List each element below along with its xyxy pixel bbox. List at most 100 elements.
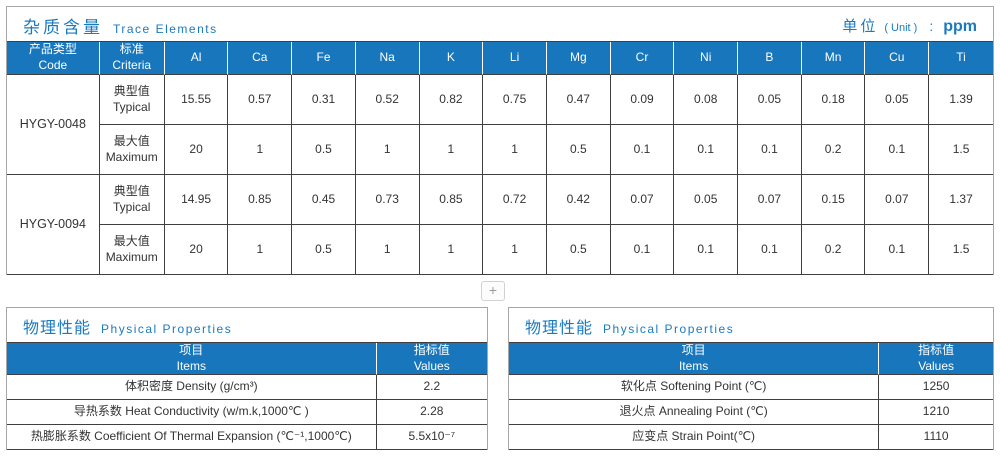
col-header-criteria-en: Criteria	[112, 58, 152, 72]
value-cell: 1	[355, 225, 420, 275]
product-code-cell: HYGY-0094	[7, 175, 100, 275]
value-cell: 14.95	[164, 175, 229, 225]
col-header-criteria: 标准 Criteria	[99, 42, 165, 75]
value-cell: 1	[419, 125, 484, 175]
unit-label-en: ( Unit )	[884, 21, 918, 34]
physical-right-title-en: Physical Properties	[603, 322, 735, 336]
element-col-header-al: Al	[164, 42, 229, 75]
value-cell: 0.45	[292, 175, 356, 225]
items-col-header-cn: 项目	[179, 343, 204, 357]
physical-properties-left-panel: 物理性能 Physical Properties 项目 Items 指标值 Va…	[6, 307, 488, 451]
value-cell: 0.85	[228, 175, 293, 225]
element-col-header-fe: Fe	[292, 42, 356, 75]
property-row: 体积密度 Density (g/cm³) 2.2	[7, 375, 487, 401]
value-cell: 1.5	[929, 225, 993, 275]
property-value-cell: 1110	[879, 425, 993, 451]
element-col-header-cu: Cu	[865, 42, 930, 75]
value-cell: 1	[483, 125, 547, 175]
table-row-0094-maximum: 最大值 Maximum 20 1 0.5 1 1 1 0.5 0.1 0.1 0…	[7, 225, 993, 275]
physical-right-header-row: 项目 Items 指标值 Values	[509, 343, 993, 376]
criteria-cn: 典型值	[113, 183, 150, 198]
element-col-header-b: B	[738, 42, 802, 75]
criteria-en: Typical	[113, 199, 151, 214]
value-cell: 1	[228, 125, 293, 175]
values-col-header-cn: 指标值	[918, 343, 955, 357]
physical-left-titlebar: 物理性能 Physical Properties	[7, 308, 487, 342]
col-header-code-en: Code	[38, 58, 68, 72]
value-cell: 0.1	[865, 125, 930, 175]
criteria-en: Typical	[113, 99, 151, 114]
physical-right-table: 项目 Items 指标值 Values 软化点 Softening Point …	[509, 342, 993, 451]
value-cell: 0.5	[546, 125, 611, 175]
physical-left-table: 项目 Items 指标值 Values 体积密度 Density (g/cm³)…	[7, 342, 487, 451]
value-cell: 0.5	[292, 225, 356, 275]
value-cell: 0.07	[865, 175, 930, 225]
table-row-0048-maximum: 最大值 Maximum 20 1 0.5 1 1 1 0.5 0.1 0.1 0…	[7, 125, 993, 175]
element-col-header-ca: Ca	[228, 42, 293, 75]
value-cell: 1	[228, 225, 293, 275]
physical-left-title-en: Physical Properties	[101, 322, 233, 336]
physical-left-title-group: 物理性能 Physical Properties	[23, 314, 232, 338]
unit-group: 单位 ( Unit ) : ppm	[842, 15, 977, 36]
physical-left-title-cn: 物理性能	[23, 320, 92, 337]
criteria-cn: 最大值	[113, 133, 150, 148]
property-value-cell: 2.2	[376, 375, 487, 401]
col-header-code: 产品类型 Code	[7, 42, 100, 75]
trace-elements-panel: 杂质含量 Trace Elements 单位 ( Unit ) : ppm 产品…	[6, 6, 994, 275]
value-cell: 0.31	[292, 75, 356, 125]
property-value-cell: 1210	[879, 400, 993, 426]
element-col-header-cr: Cr	[610, 42, 675, 75]
criteria-en: Maximum	[105, 149, 158, 164]
values-col-header-en: Values	[413, 358, 450, 373]
property-item-cell: 热膨胀系数 Coefficient Of Thermal Expansion (…	[7, 425, 377, 451]
element-col-header-k: K	[419, 42, 484, 75]
property-item-cell: 体积密度 Density (g/cm³)	[7, 375, 377, 401]
criteria-cell-maximum: 最大值 Maximum	[99, 125, 165, 175]
value-cell: 0.08	[674, 75, 739, 125]
value-cell: 20	[164, 125, 229, 175]
trace-titlebar: 杂质含量 Trace Elements 单位 ( Unit ) : ppm	[7, 7, 993, 41]
value-cell: 0.75	[483, 75, 547, 125]
property-row: 热膨胀系数 Coefficient Of Thermal Expansion (…	[7, 425, 487, 451]
table-row-0094-typical: HYGY-0094 典型值 Typical 14.95 0.85 0.45 0.…	[7, 175, 993, 275]
physical-left-header-row: 项目 Items 指标值 Values	[7, 343, 487, 376]
plus-icon: +	[488, 282, 498, 298]
physical-right-title-group: 物理性能 Physical Properties	[525, 314, 734, 338]
value-cell: 0.1	[738, 225, 802, 275]
property-row: 导热系数 Heat Conductivity (w/m.k,1000℃ ) 2.…	[7, 400, 487, 426]
value-cell: 0.72	[483, 175, 547, 225]
product-code-cell: HYGY-0048	[7, 75, 100, 175]
value-cell: 0.42	[546, 175, 611, 225]
physical-right-title-cn: 物理性能	[525, 320, 594, 337]
value-cell: 0.15	[801, 175, 866, 225]
criteria-en: Maximum	[105, 249, 158, 264]
criteria-cn: 典型值	[113, 83, 150, 98]
value-cell: 15.55	[164, 75, 229, 125]
value-cell: 0.5	[292, 125, 356, 175]
add-section-button[interactable]: +	[481, 281, 505, 301]
value-cell: 0.1	[674, 125, 739, 175]
value-cell: 1	[419, 225, 484, 275]
value-cell: 0.5	[546, 225, 611, 275]
property-item-cell: 退火点 Annealing Point (℃)	[509, 400, 880, 426]
property-row: 应变点 Strain Point(℃) 1110	[509, 425, 993, 451]
physical-properties-right-panel: 物理性能 Physical Properties 项目 Items 指标值 Va…	[508, 307, 994, 451]
value-cell: 0.18	[801, 75, 866, 125]
items-col-header: 项目 Items	[7, 343, 377, 376]
element-col-header-mn: Mn	[801, 42, 866, 75]
value-cell: 0.1	[865, 225, 930, 275]
value-cell: 0.82	[419, 75, 484, 125]
value-cell: 0.52	[355, 75, 420, 125]
element-col-header-mg: Mg	[546, 42, 611, 75]
values-col-header-en: Values	[918, 358, 955, 373]
criteria-cell-maximum: 最大值 Maximum	[99, 225, 165, 275]
value-cell: 1.5	[929, 125, 993, 175]
element-col-header-na: Na	[355, 42, 420, 75]
items-col-header-en: Items	[176, 358, 206, 373]
unit-label-cn: 单位	[842, 17, 879, 35]
value-cell: 1.37	[929, 175, 993, 225]
value-cell: 0.2	[801, 125, 866, 175]
col-header-code-cn: 产品类型	[28, 42, 77, 57]
value-cell: 0.2	[801, 225, 866, 275]
element-col-header-ti: Ti	[929, 42, 993, 75]
